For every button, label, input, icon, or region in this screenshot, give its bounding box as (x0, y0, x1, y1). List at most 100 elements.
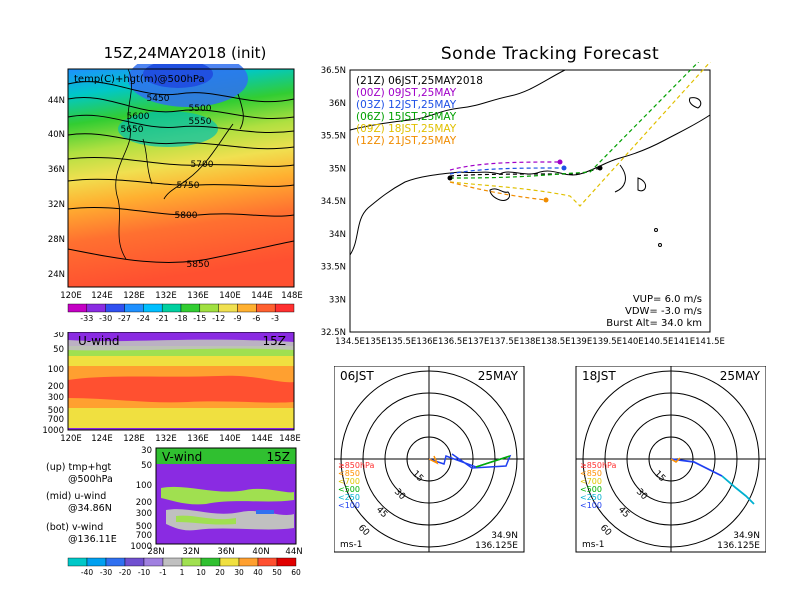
track-12z (449, 181, 547, 201)
hodograph-trace (428, 455, 439, 465)
lat-label: 44N (48, 96, 65, 106)
lon-label: 134.5E (335, 337, 365, 347)
pressure-label: 500 (48, 406, 64, 416)
level-legend-item: <100 (338, 501, 360, 510)
wind-colorbar: -40 -30 -20 -10 -1 1 10 20 30 40 50 60 (67, 557, 301, 577)
level-legend-item: <850 (580, 469, 602, 478)
contour-label: 5800 (175, 211, 198, 221)
level-legend-item: <500 (580, 485, 602, 494)
track-03z (449, 167, 565, 175)
lat-label: 32.5N (321, 328, 346, 338)
colorbar-swatch (276, 557, 297, 567)
lat-axis-label: 36N (217, 547, 234, 556)
colorbar-label: -18 (174, 314, 187, 323)
colorbar-swatch (161, 303, 182, 313)
contour-line (67, 81, 295, 103)
lon-label: 137.5E (489, 337, 519, 347)
colorbar-label: -20 (119, 568, 131, 577)
lon-label: 124E (91, 291, 113, 301)
colorbar-swatch (257, 557, 278, 567)
coastline-island (689, 97, 702, 109)
tracking-panel: (21Z) 06JST,25MAY2018(00Z) 09JST,25MAY(0… (321, 62, 725, 347)
pressure-label: 1000 (130, 542, 152, 552)
level-legend-item: <500 (338, 485, 360, 494)
lon-label: 139E (571, 337, 593, 347)
uwind-frame (67, 332, 295, 431)
lon-label: 135E (365, 337, 387, 347)
level-legend-item: <700 (338, 477, 360, 486)
map500-frame (67, 68, 295, 288)
caption-bot-line2: @136.11E (68, 534, 117, 545)
lon-label: 136.5E (438, 337, 468, 347)
track-06z (449, 62, 700, 179)
pressure-label: 30 (53, 332, 64, 340)
lon-label: 136E (187, 291, 209, 301)
colorbar-swatch (219, 557, 240, 567)
cold-core-center (143, 64, 213, 88)
pressure-label: 700 (136, 531, 152, 541)
colorbar-label: 30 (234, 568, 244, 577)
endpoint-21z (597, 165, 603, 171)
hodo-right-lat: 34.9N (733, 531, 760, 541)
coastline-izu (614, 164, 626, 193)
lon-label: 140E (219, 291, 241, 301)
coastline-island (658, 243, 662, 247)
colorbar-swatch (238, 557, 259, 567)
colorbar-swatch (124, 303, 144, 313)
pressure-label: 300 (48, 393, 64, 403)
level-legend-item: <850 (338, 469, 360, 478)
caption-mid-line2: @34.86N (68, 503, 112, 514)
colorbar-label: -40 (81, 568, 93, 577)
coastline-japan (163, 123, 234, 200)
lon-label: 120E (60, 434, 82, 444)
level-legend-item: <250 (338, 493, 360, 502)
colorbar-label: -24 (137, 314, 150, 323)
level-legend-item: <250 (580, 493, 602, 502)
endpoint-03z (561, 165, 567, 171)
burst-text: Burst Alt= 34.0 km (606, 318, 702, 329)
caption-mid: (mid) u-wind @34.86N (46, 491, 112, 515)
colorbar-swatch (143, 303, 163, 313)
map500-label: temp(C)+hgt(m)@500hPa (74, 74, 205, 85)
level-legend-item: <100 (580, 501, 602, 510)
endpoint-00z (557, 159, 563, 165)
hodo-left-unit: ms-1 (340, 540, 362, 550)
colorbar-label: -33 (80, 314, 93, 323)
track-legend-item: (09Z) 18JST,25MAY (356, 123, 457, 135)
colorbar-swatch (237, 303, 257, 313)
lon-label: 124E (91, 434, 113, 444)
contour-label: 5450 (147, 94, 170, 104)
hodo-right-lon: 136.125E (717, 541, 760, 551)
lon-label: 128E (123, 291, 145, 301)
lon-label: 148E (281, 291, 303, 301)
colorbar-swatch (218, 303, 238, 313)
hodo-left-lon: 136.125E (475, 541, 518, 551)
pressure-label: 100 (136, 481, 152, 491)
coastline-island (654, 228, 658, 232)
vwind-title: V-wind (162, 450, 202, 464)
lon-label: 139.5E (592, 337, 622, 347)
lon-label: 120E (60, 291, 82, 301)
track-21z (449, 167, 601, 177)
track-09z (449, 62, 711, 207)
contour-label: 5650 (121, 125, 144, 135)
colorbar-label: -30 (100, 568, 112, 577)
cool-band (118, 111, 218, 147)
lon-label: 138E (519, 337, 541, 347)
tracking-title: Sonde Tracking Forecast (440, 44, 660, 64)
hodograph-trace (670, 458, 723, 477)
hodograph-trace (475, 455, 511, 468)
caption-up-line1: (up) tmp+hgt (46, 462, 112, 473)
contour-line (67, 133, 295, 150)
colorbar-swatch (180, 303, 201, 313)
colorbar-label: -27 (118, 314, 131, 323)
uwind-grey-patch (68, 339, 294, 351)
pressure-label: 100 (48, 365, 64, 375)
uwind-time: 15Z (263, 334, 287, 348)
contour-label: 5550 (189, 117, 212, 127)
colorbar-label: 60 (291, 568, 301, 577)
lat-axis-label: 32N (182, 547, 199, 556)
colorbar-label: 1 (180, 568, 185, 577)
coastline-china (115, 68, 132, 260)
temperature-colorbar (67, 303, 295, 313)
